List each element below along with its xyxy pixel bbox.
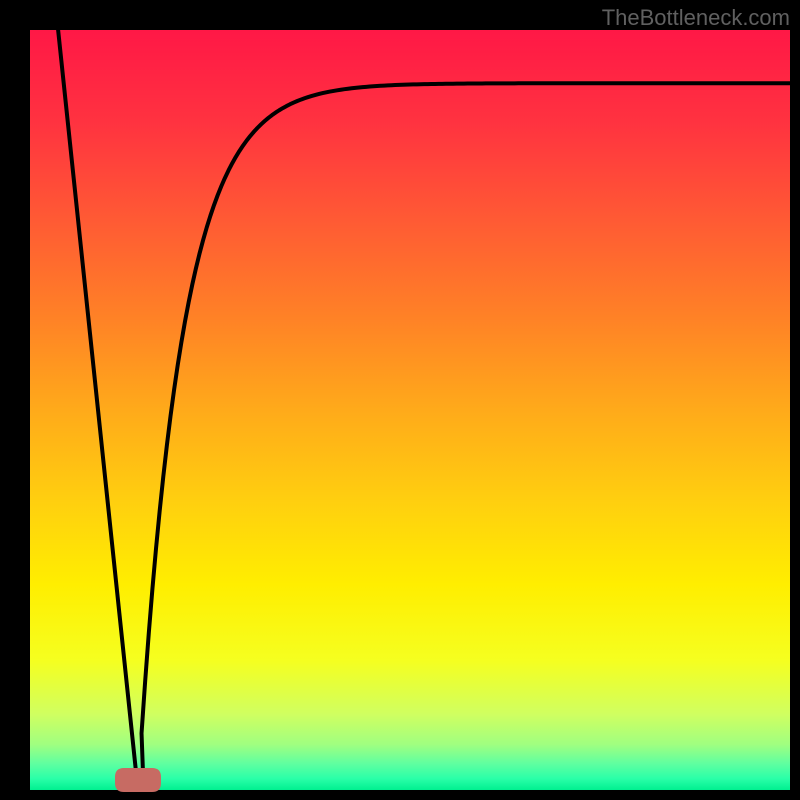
plot-area [30, 30, 790, 790]
bottleneck-curve [30, 30, 790, 790]
watermark-text: TheBottleneck.com [602, 5, 790, 31]
optimal-point-marker [115, 766, 161, 792]
